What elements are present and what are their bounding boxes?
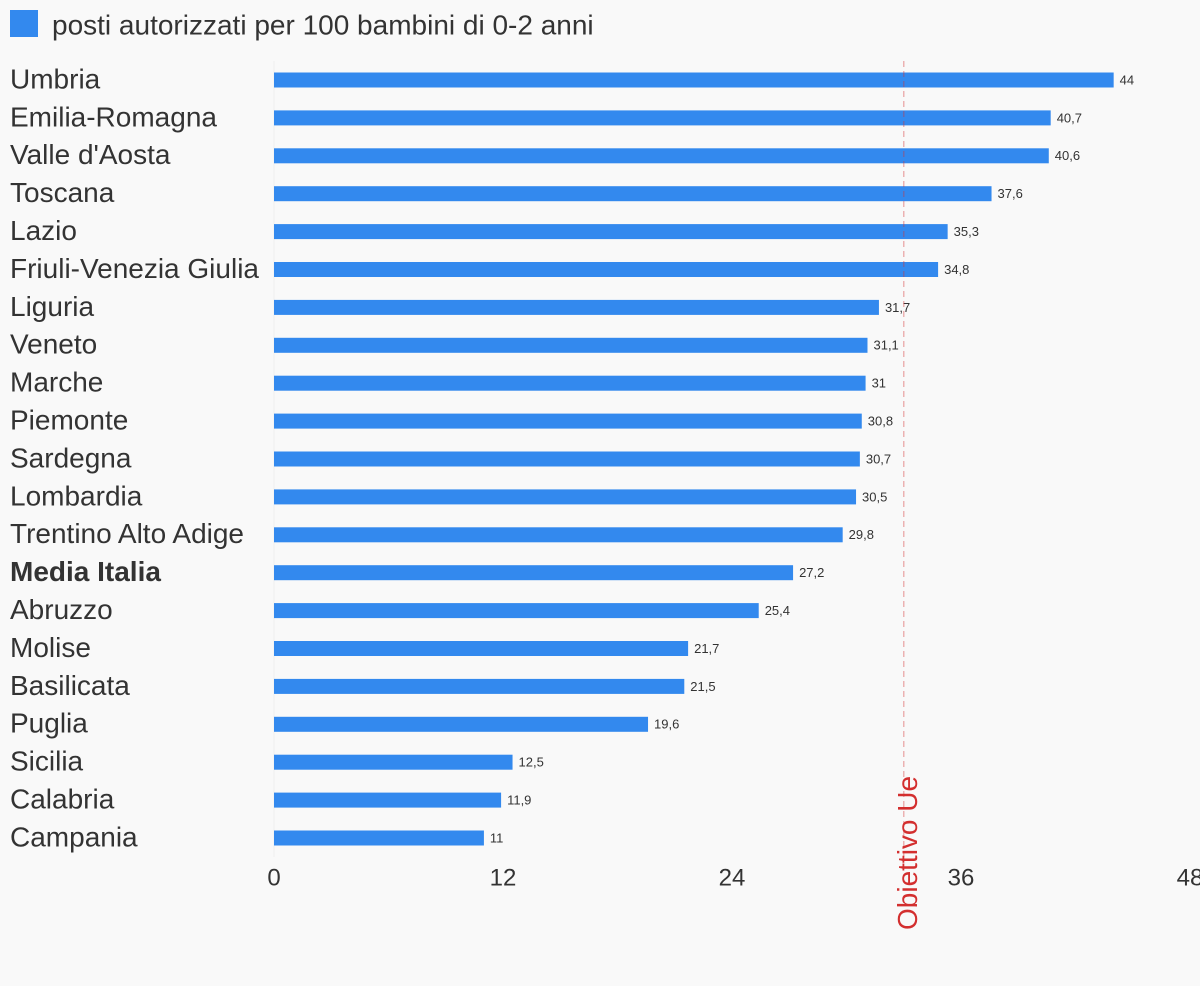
bar [274,337,868,353]
category-label: Sardegna [10,442,132,473]
bar [274,678,685,694]
category-label: Basilicata [10,670,130,701]
bar [274,413,862,429]
category-label: Piemonte [10,404,128,435]
bar [274,262,939,277]
legend-swatch [10,10,38,37]
category-label: Trentino Alto Adige [10,518,244,549]
value-label: 21,5 [690,679,715,694]
value-label: 30,5 [862,489,887,504]
bar [274,641,689,656]
value-label: 44 [1120,72,1134,87]
x-tick-label: 12 [490,864,517,891]
bar [274,792,502,808]
category-label: Valle d'Aosta [10,139,171,170]
value-label: 37,6 [998,186,1023,201]
category-label: Marche [10,367,103,398]
bar [274,451,860,467]
value-label: 11,9 [507,793,531,808]
bar [274,754,513,770]
value-label: 25,4 [765,603,790,618]
category-label: Abruzzo [10,594,113,625]
value-label: 27,2 [799,565,824,580]
category-label: Campania [10,821,138,852]
category-label: Molise [10,632,91,663]
bar [274,603,759,619]
category-label: Friuli-Venezia Giulia [10,253,259,284]
category-label: Toscana [10,177,115,208]
value-label: 12,5 [519,755,544,770]
category-label: Sicilia [10,746,84,777]
bar [274,716,649,732]
legend-label: posti autorizzati per 100 bambini di 0-2… [52,9,594,40]
category-label: Liguria [10,291,94,322]
value-label: 35,3 [954,224,979,239]
bar [274,565,794,581]
bar [274,224,948,240]
value-label: 40,7 [1057,110,1082,125]
value-label: 21,7 [694,641,719,656]
value-label: 40,6 [1055,148,1080,163]
value-label: 30,8 [868,414,893,429]
bar [274,148,1049,164]
x-tick-label: 24 [719,864,746,891]
category-label: Media Italia [10,556,161,587]
category-label: Lazio [10,215,77,246]
category-label: Emilia-Romagna [10,101,217,132]
bar [274,110,1051,126]
category-label: Veneto [10,329,97,360]
value-label: 34,8 [944,262,969,277]
category-label: Puglia [10,708,88,739]
reference-label: Obiettivo Ue [892,776,923,930]
bar [274,72,1114,88]
category-label: Umbria [10,63,101,94]
value-label: 31,7 [885,300,910,315]
bar [274,489,857,505]
category-label: Calabria [10,783,115,814]
x-tick-label: 0 [267,864,280,891]
value-label: 29,8 [849,527,874,542]
value-label: 31,1 [873,338,898,353]
x-tick-label: 48 [1177,864,1200,891]
bar [274,186,992,202]
category-label: Lombardia [10,480,143,511]
value-label: 30,7 [866,451,891,466]
value-label: 11 [490,830,504,845]
bar [274,527,843,543]
value-label: 19,6 [654,717,679,732]
bar [274,299,879,315]
value-label: 31 [872,376,886,391]
bar [274,830,484,846]
bar [274,375,866,391]
x-tick-label: 36 [948,864,975,891]
